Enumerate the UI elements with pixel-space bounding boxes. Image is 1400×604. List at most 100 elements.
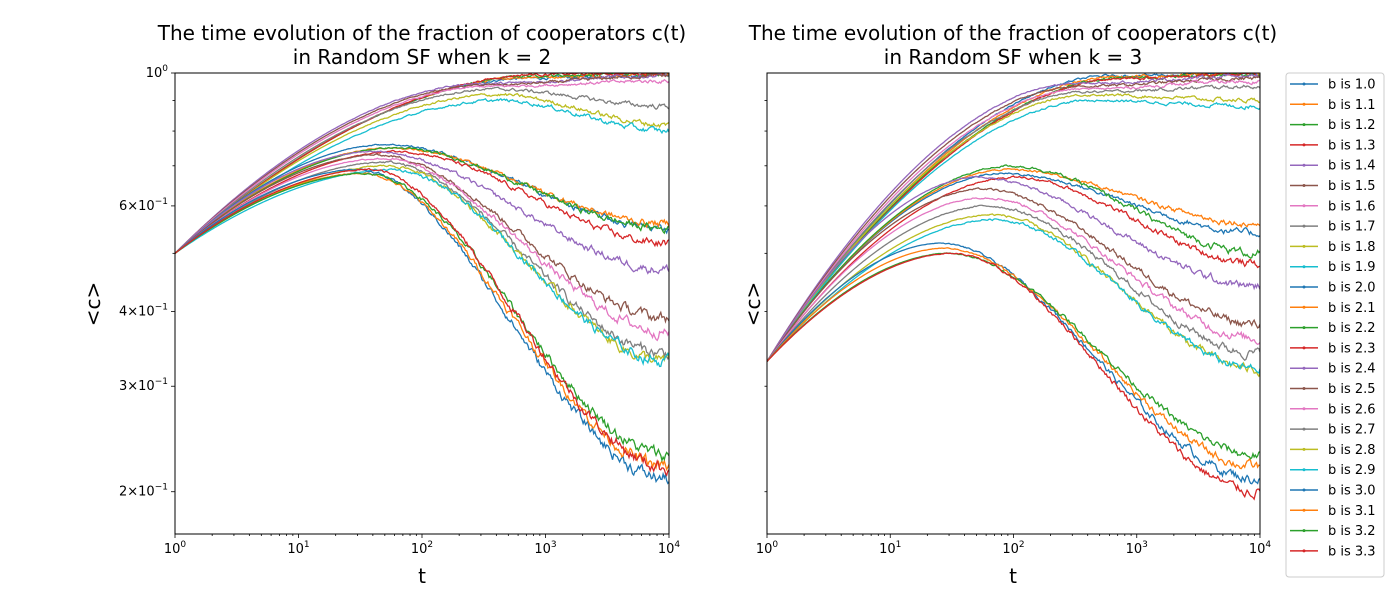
- legend-entry: b is 3.1: [1328, 504, 1376, 519]
- legend-marker: [1302, 447, 1306, 451]
- legend-marker: [1302, 224, 1306, 228]
- x-axis-label: t: [418, 564, 426, 588]
- legend-entry: b is 1.3: [1328, 138, 1376, 153]
- series-line-b-2-1: [175, 146, 669, 254]
- series-line-b-2-3: [175, 149, 669, 254]
- y-tick-label: 2×10−1: [119, 483, 168, 500]
- series-line-b-3-2: [175, 172, 669, 463]
- series-line-b-1-8: [767, 92, 1260, 362]
- series-line-b-2-9: [767, 218, 1260, 375]
- series-lines: [175, 73, 669, 485]
- series-lines: [767, 73, 1260, 501]
- legend-marker: [1302, 427, 1306, 431]
- legend-marker: [1302, 488, 1306, 492]
- legend-entry: b is 2.1: [1328, 301, 1376, 316]
- series-line-b-2-9: [175, 168, 669, 368]
- x-tick-label: 103: [534, 540, 556, 557]
- legend-entry: b is 1.7: [1328, 220, 1376, 235]
- series-line-b-1-9: [767, 99, 1260, 362]
- legend-marker: [1302, 244, 1306, 248]
- series-line-b-1-4: [175, 73, 669, 254]
- legend-marker: [1302, 508, 1306, 512]
- legend: b is 1.0 b is 1.1 b is 1.2 b is 1.3 b is 1.4…: [1285, 72, 1385, 578]
- legend-entry: b is 2.8: [1328, 443, 1376, 458]
- series-line-b-3-3: [175, 167, 669, 477]
- legend-marker: [1302, 163, 1306, 167]
- legend-marker: [1302, 468, 1306, 472]
- chart-title-line2: in Random SF when k = 3: [884, 45, 1142, 69]
- y-tick-label: 3×10−1: [119, 377, 168, 394]
- x-tick-label: 100: [756, 540, 779, 557]
- legend-entry: b is 3.0: [1328, 484, 1376, 499]
- legend-entry: b is 1.1: [1328, 98, 1376, 113]
- x-tick-label: 102: [411, 540, 433, 557]
- legend-entry: b is 2.3: [1328, 341, 1376, 356]
- legend-entry: b is 1.5: [1328, 179, 1376, 194]
- legend-entry: b is 2.4: [1328, 362, 1376, 377]
- y-axis-label: <c>: [81, 282, 105, 327]
- series-line-b-2-7: [175, 160, 669, 361]
- y-axis-label: <c>: [741, 282, 765, 327]
- x-axis-label: t: [1009, 564, 1017, 588]
- legend-entry: b is 1.8: [1328, 240, 1376, 255]
- x-tick-label: 102: [1002, 540, 1024, 557]
- series-line-b-3-0: [175, 168, 669, 485]
- x-tick-label: 101: [879, 540, 901, 557]
- series-line-b-1-8: [175, 92, 669, 254]
- legend-entry: b is 1.0: [1328, 78, 1376, 93]
- series-line-b-1-6: [767, 79, 1260, 362]
- legend-entry: b is 1.2: [1328, 118, 1376, 133]
- series-line-b-2-4: [175, 150, 669, 275]
- series-line-b-2-6: [175, 157, 669, 342]
- legend-entry: b is 2.9: [1328, 463, 1376, 478]
- legend-marker: [1302, 265, 1306, 269]
- chart-title-line1: The time evolution of the fraction of co…: [157, 21, 686, 45]
- legend-entry: b is 2.0: [1328, 281, 1376, 296]
- series-line-b-1-7: [175, 86, 669, 254]
- legend-marker: [1302, 407, 1306, 411]
- series-line-b-2-5: [767, 187, 1260, 362]
- series-line-b-2-7: [767, 204, 1260, 362]
- legend-marker: [1302, 204, 1306, 208]
- legend-entry: b is 2.6: [1328, 402, 1376, 417]
- legend-marker: [1302, 326, 1306, 330]
- series-line-b-2-4: [767, 175, 1260, 362]
- series-line-b-3-2: [767, 252, 1260, 460]
- x-tick-label: 103: [1126, 540, 1148, 557]
- legend-entry: b is 3.3: [1328, 544, 1376, 559]
- legend-entry: b is 1.9: [1328, 260, 1376, 275]
- y-tick-label: 4×10−1: [119, 302, 168, 319]
- legend-marker: [1302, 123, 1306, 127]
- series-line-b-3-3: [767, 252, 1260, 501]
- x-tick-label: 104: [1249, 540, 1272, 557]
- legend-entry: b is 2.5: [1328, 382, 1376, 397]
- y-tick-label: 6×10−1: [119, 197, 168, 214]
- legend-marker: [1302, 285, 1306, 289]
- legend-marker: [1302, 184, 1306, 187]
- x-tick-label: 100: [164, 540, 187, 557]
- x-axis-ticks: 100 101 102 103 104: [756, 534, 1272, 557]
- legend-marker: [1302, 82, 1306, 86]
- series-line-b-1-5: [767, 75, 1260, 362]
- legend-marker: [1302, 346, 1306, 350]
- legend-marker: [1302, 143, 1306, 147]
- y-tick-label: 100: [146, 64, 169, 81]
- series-line-b-2-2: [767, 164, 1260, 362]
- legend-marker: [1302, 102, 1306, 106]
- legend-entry: b is 1.6: [1328, 199, 1376, 214]
- y-axis-ticks: [764, 100, 767, 493]
- series-line-b-2-3: [767, 175, 1260, 362]
- x-tick-label: 104: [658, 540, 681, 557]
- legend-marker: [1302, 529, 1306, 533]
- legend-frame: [1285, 72, 1385, 578]
- chart-panel-right: The time evolution of the fraction of co…: [741, 21, 1277, 588]
- series-line-b-2-5: [175, 153, 669, 324]
- y-axis-ticks: 100 6×10−1 4×10−1 3×10−1 2×10−1: [119, 64, 175, 500]
- x-tick-label: 101: [287, 540, 309, 557]
- series-line-b-1-6: [175, 78, 669, 254]
- series-line-b-3-1: [175, 172, 669, 472]
- legend-marker: [1302, 305, 1306, 309]
- x-axis-ticks: 100 101 102 103 104: [164, 534, 681, 557]
